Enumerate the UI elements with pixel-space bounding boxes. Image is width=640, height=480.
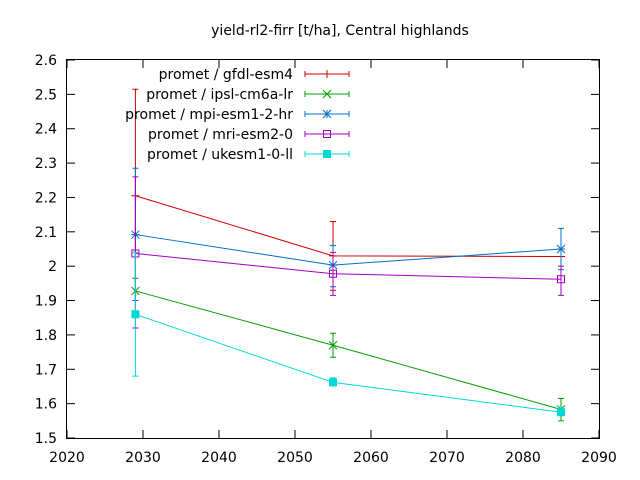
legend-entry: promet / ipsl-cm6a-lr [146,87,350,103]
series-line [135,290,562,410]
data-point [131,310,140,319]
legend-label: promet / mpi-esm1-2-hr [125,107,293,123]
legend-label: promet / ipsl-cm6a-lr [146,87,293,103]
series-5 [131,251,565,417]
y-tick-label: 1.8 [35,328,57,344]
legend-errorbar [304,111,350,117]
legend-errorbar [304,91,350,97]
axes: 1.5 1.6 1.7 1.8 1.9 2 2.1 2.2 2.3 2.4 2.5 2.6 2020 20… [35,53,617,466]
x-tick-label: 2090 [581,450,617,466]
y-tick-label: 2.1 [35,225,57,241]
series-line [135,252,562,280]
data-point [557,408,565,417]
chart-title: yield-rl2-firr [t/ha], Central highlands [211,23,469,39]
series-line [135,313,562,413]
legend-marker [322,109,332,119]
error-bar [330,251,336,296]
series-line [135,234,562,266]
legend-entry: promet / mpi-esm1-2-hr [125,107,350,123]
legend-marker [323,130,331,138]
x-tick-label: 2020 [49,450,85,466]
y-tick-label: 2.4 [35,122,57,138]
data-point [328,340,338,350]
legend-label: promet / gfdl-esm4 [159,67,293,83]
legend-errorbar [304,71,350,77]
y-tick-label: 2.6 [35,53,57,69]
legend-entry: promet / ukesm1-0-ll [147,147,350,163]
legend-label: promet / ukesm1-0-ll [147,147,293,163]
legend-entry: promet / gfdl-esm4 [159,67,350,83]
legend-entry: promet / mri-esm2-0 [148,127,350,143]
data-point [557,275,565,284]
y-tick-label: 1.9 [35,294,57,310]
series-4 [131,176,565,329]
y-tick-label: 1.5 [35,431,57,447]
plot-area [66,59,600,439]
y-tick-label: 2.2 [35,190,57,206]
legend-errorbar [304,131,350,137]
series-2 [131,277,566,422]
data-point [556,244,566,254]
data-point [329,378,337,387]
x-tick-label: 2080 [505,450,541,466]
legend-marker [323,70,331,78]
error-bar [558,265,564,296]
y-tick-label: 2 [48,259,57,275]
legend-label: promet / mri-esm2-0 [148,127,293,143]
y-tick-label: 1.6 [35,397,57,413]
x-tick-label: 2070 [429,450,465,466]
x-tick-label: 2030 [125,450,161,466]
x-tick-label: 2040 [201,450,237,466]
y-tick-label: 2.3 [35,156,57,172]
legend-errorbar [304,151,350,157]
legend-marker [323,150,331,158]
series-3 [131,167,566,302]
series-line [135,195,562,258]
x-tick-label: 2050 [277,450,313,466]
legend-marker [322,89,332,99]
y-tick-label: 1.7 [35,362,57,378]
y-tick-label: 2.5 [35,87,57,103]
x-tick-label: 2060 [353,450,389,466]
legend: promet / gfdl-esm4 promet / ipsl-cm6a-lr p… [125,67,350,163]
series-layer [131,88,566,422]
data-point [329,269,337,278]
